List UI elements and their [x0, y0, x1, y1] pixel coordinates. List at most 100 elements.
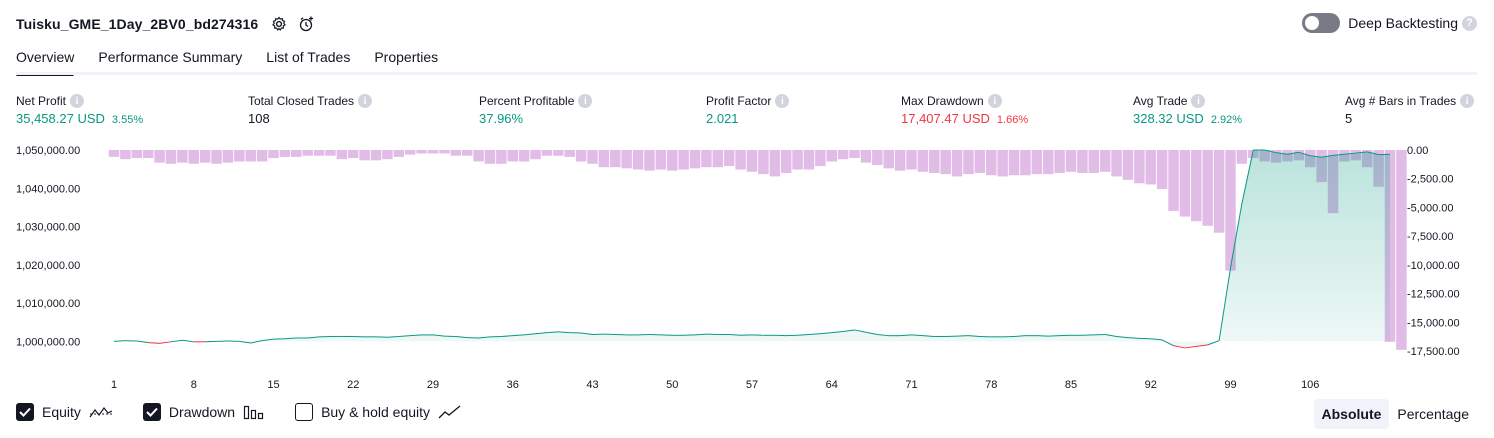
equity-area — [114, 150, 1390, 348]
x-tick-label: 57 — [746, 379, 758, 391]
drawdown-bar — [815, 150, 826, 167]
percentage-button[interactable]: Percentage — [1397, 406, 1469, 422]
drawdown-bar — [404, 150, 416, 155]
metric-label: Net Profit — [16, 94, 67, 108]
drawdown-bar — [1008, 150, 1020, 176]
x-tick-label: 43 — [586, 379, 598, 391]
drawdown-bar — [1213, 150, 1225, 233]
drawdown-checkbox[interactable] — [142, 403, 161, 421]
equity-segment — [398, 335, 411, 337]
equity-segment — [968, 335, 980, 337]
buyhold-checkbox[interactable] — [295, 403, 314, 421]
drawdown-bars-icon — [243, 404, 265, 420]
equity-segment — [1207, 340, 1220, 346]
metric-percent: 3.55% — [111, 114, 144, 126]
drawdown-bar — [348, 150, 359, 159]
equity-line — [113, 149, 1391, 349]
info-icon[interactable]: i — [578, 94, 593, 108]
drawdown-bar — [598, 150, 610, 168]
drawdown-bar — [518, 150, 530, 162]
drawdown-bar — [849, 150, 860, 159]
x-tick-label: 50 — [666, 379, 678, 391]
drawdown-bar — [712, 150, 724, 168]
legend-equity[interactable]: Equity — [16, 403, 113, 421]
drawdown-bar — [780, 150, 792, 173]
drawdown-bar — [929, 150, 940, 173]
tab-properties[interactable]: Properties — [374, 49, 439, 65]
metric-percent: 2.92% — [1210, 114, 1243, 126]
y-left-tick-label: 1,000,000.00 — [16, 336, 80, 348]
drawdown-bar — [644, 150, 655, 171]
y-left-tick-label: 1,020,000.00 — [16, 260, 80, 272]
drawdown-bar — [1225, 150, 1236, 271]
drawdown-bar — [632, 150, 644, 170]
buyhold-line-icon — [438, 404, 462, 420]
info-icon[interactable]: i — [987, 94, 1002, 108]
drawdown-bar — [177, 150, 188, 163]
metric-label: Avg # Bars in Trades — [1345, 94, 1457, 108]
drawdown-bar — [279, 150, 291, 157]
info-icon[interactable]: i — [775, 94, 790, 108]
drawdown-bar — [291, 150, 302, 157]
equity-segment — [1298, 151, 1311, 157]
strategy-header: Tuisku_GME_1Day_2BV0_bd274316 — [16, 12, 318, 36]
drawdown-bar — [496, 150, 507, 164]
metric-label: Avg Trade — [1133, 94, 1188, 108]
drawdown-bar — [199, 150, 211, 163]
drawdown-bar — [473, 150, 484, 162]
drawdown-bar — [837, 150, 849, 160]
info-icon[interactable]: i — [70, 94, 85, 108]
x-tick-label: 99 — [1224, 379, 1236, 391]
equity-drawdown-chart[interactable]: 1,050,000.00 1,040,000.00 1,030,000.00 1,02… — [0, 140, 1494, 395]
equity-segment — [524, 333, 536, 336]
drawdown-bar — [336, 150, 348, 160]
x-tick-label: 15 — [267, 379, 279, 391]
info-icon[interactable]: i — [1191, 94, 1206, 108]
tab-overview[interactable]: Overview — [16, 46, 75, 76]
drawdown-bar — [382, 150, 393, 160]
drawdown-bar — [826, 150, 837, 162]
drawdown-bar — [165, 150, 177, 164]
equity-segment — [546, 331, 559, 334]
drawdown-bar — [792, 150, 803, 170]
drawdown-bar — [142, 150, 154, 159]
info-icon[interactable]: i — [1460, 94, 1475, 108]
equity-checkbox[interactable] — [16, 403, 34, 421]
legend-buy-hold[interactable]: Buy & hold equity — [295, 403, 462, 421]
info-icon[interactable]: i — [358, 94, 373, 108]
legend-drawdown[interactable]: Drawdown — [142, 403, 265, 421]
drawdown-bar — [951, 150, 963, 177]
metric-avg-trade: Avg Trade i 328.32 USD 2.92% — [1133, 92, 1242, 126]
drawdown-bar — [154, 150, 165, 163]
absolute-button[interactable]: Absolute — [1313, 399, 1390, 429]
drawdown-bar — [108, 150, 120, 157]
equity-segment — [1116, 335, 1129, 339]
drawdown-bar — [997, 150, 1008, 177]
drawdown-bar — [1020, 150, 1031, 176]
drawdown-bar — [439, 150, 450, 154]
add-alert-clock-icon[interactable] — [296, 13, 318, 35]
deep-backtesting-label: Deep Backtesting — [1348, 15, 1458, 31]
equity-segment — [262, 338, 274, 342]
x-tick-label: 71 — [905, 379, 917, 391]
legend-label: Buy & hold equity — [321, 404, 431, 420]
metric-profit-factor: Profit Factor i 2.021 — [706, 92, 790, 126]
tab-list-of-trades[interactable]: List of Trades — [266, 49, 351, 65]
drawdown-bar — [689, 150, 701, 169]
y-right-tick-label: -5,000.00 — [1407, 202, 1453, 214]
y-right-tick-label: -12,500.00 — [1407, 289, 1460, 301]
drawdown-bar — [1156, 150, 1168, 190]
x-tick-label: 92 — [1145, 379, 1157, 391]
y-right-tick-label: -7,500.00 — [1407, 231, 1453, 243]
tab-performance-summary[interactable]: Performance Summary — [98, 49, 243, 65]
deep-backtesting-toggle[interactable] — [1302, 13, 1341, 33]
help-question-icon[interactable]: ? — [1462, 15, 1477, 31]
drawdown-bar — [302, 150, 313, 156]
drawdown-bar — [883, 150, 894, 169]
settings-gear-icon[interactable] — [268, 13, 290, 35]
metric-percent: 1.66% — [996, 114, 1029, 126]
drawdown-bar — [1191, 150, 1202, 222]
equity-segment — [1241, 149, 1254, 204]
metric-label: Total Closed Trades — [248, 94, 355, 108]
drawdown-bar — [507, 150, 518, 162]
